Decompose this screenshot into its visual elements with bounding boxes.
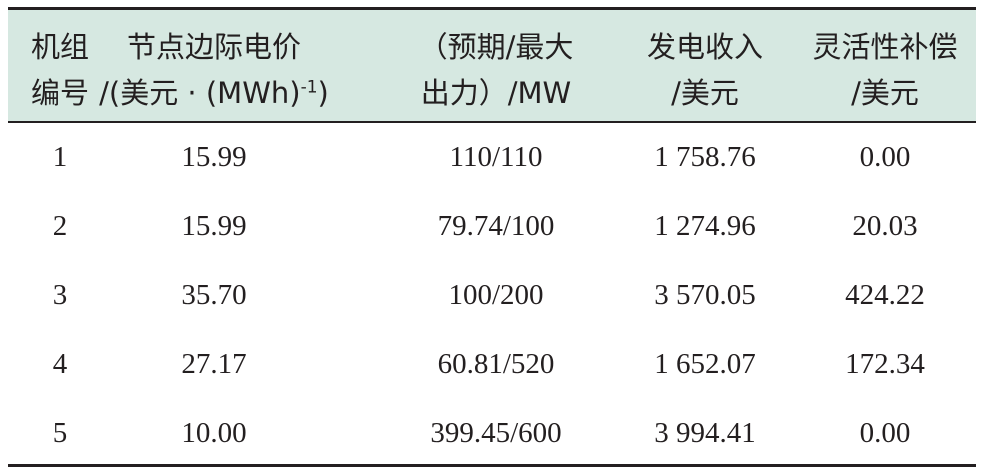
table-cell: 15.99 [181, 141, 247, 173]
header-superscript: -1 [300, 77, 318, 98]
table-cell: 15.99 [181, 210, 247, 242]
header-text: （预期/最大 [418, 30, 574, 64]
table-cell: 3 [52, 279, 68, 311]
header-background [8, 10, 976, 121]
table-cell: 1 [52, 141, 68, 173]
header-text: 出力）/MW [420, 76, 572, 110]
header-text: 节点边际电价 [126, 30, 302, 64]
table-cell: 27.17 [181, 348, 247, 380]
table-cell: 60.81/520 [437, 348, 555, 380]
table-cell: 79.74/100 [437, 210, 555, 242]
header-line: 出力）/MW [421, 70, 571, 112]
bottom-rule [8, 464, 976, 467]
table-cell: 1 652.07 [654, 348, 756, 380]
table-cell: 172.34 [845, 348, 925, 380]
header-text: 编号 [30, 76, 90, 110]
header-rule [8, 121, 976, 123]
table-cell: 110/110 [449, 141, 543, 173]
header-line: /美元 [851, 70, 919, 112]
header-line: 节点边际电价 [127, 24, 301, 66]
header-text: /美元 [671, 76, 739, 110]
table-cell: 3 994.41 [654, 417, 756, 449]
table-cell: 1 274.96 [654, 210, 756, 242]
table-cell: 5 [52, 417, 68, 449]
table-cell: 35.70 [181, 279, 247, 311]
header-line: /美元 [671, 70, 739, 112]
header-text: /美元 [851, 76, 919, 110]
header-line: 编号 [31, 70, 89, 112]
table-cell: 100/200 [448, 279, 544, 311]
table-cell: 10.00 [181, 417, 247, 449]
header-line: 灵活性补偿 [812, 24, 957, 66]
top-rule [8, 7, 976, 10]
header-text: /(美元 · (MWh) [99, 76, 301, 110]
header-line: （预期/最大 [419, 24, 574, 66]
header-line: 发电收入 [647, 24, 763, 66]
table-cell: 0.00 [859, 417, 911, 449]
table-cell: 0.00 [859, 141, 911, 173]
table-cell: 1 758.76 [654, 141, 756, 173]
table-cell: 424.22 [845, 279, 925, 311]
header-text: 灵活性补偿 [812, 30, 958, 64]
header-text: ) [317, 76, 329, 110]
table-cell: 2 [52, 210, 68, 242]
header-line: 机组 [31, 24, 89, 66]
table-cell: 20.03 [852, 210, 918, 242]
header-text: 机组 [30, 30, 90, 64]
table-cell: 399.45/600 [430, 417, 562, 449]
table-cell: 3 570.05 [654, 279, 756, 311]
header-line: /(美元 · (MWh)-1) [99, 70, 329, 112]
table-cell: 4 [52, 348, 68, 380]
header-text: 发电收入 [646, 30, 764, 64]
